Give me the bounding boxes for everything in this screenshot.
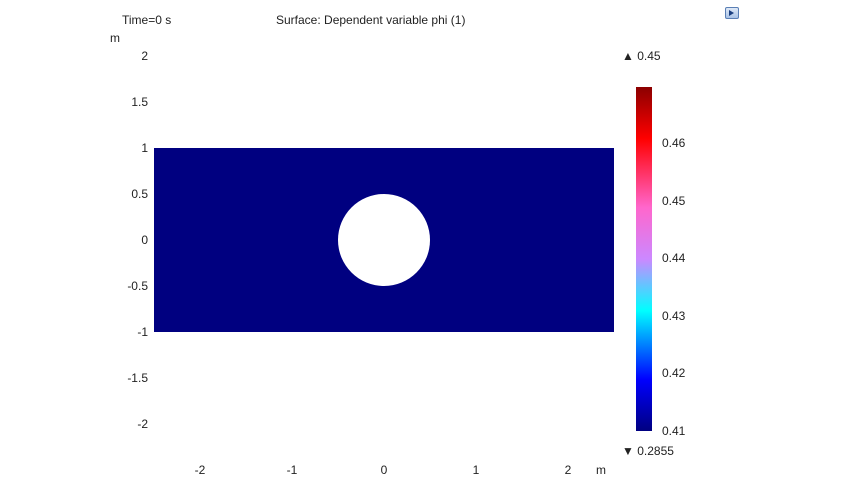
y-tick-label: -2 (137, 417, 148, 431)
y-tick-label: -1.5 (127, 371, 148, 385)
colorbar-tick-label: 0.42 (662, 366, 686, 380)
colorbar-tick-label: 0.43 (662, 308, 686, 323)
colorbar (636, 87, 652, 431)
x-unit-label: m (596, 463, 606, 477)
colorbar-tick-label: 0.45 (662, 193, 686, 208)
y-tick-label: 1 (141, 141, 148, 155)
plot-title: Surface: Dependent variable phi (1) (276, 13, 466, 27)
circular-hole (338, 194, 430, 286)
x-tick-label: -2 (194, 463, 206, 477)
x-tick-label: 2 (564, 463, 572, 477)
y-tick-label: -1 (137, 325, 148, 339)
x-tick-label: 1 (472, 463, 480, 477)
y-tick-label: 0 (141, 233, 148, 247)
x-tick-label: -1 (286, 463, 298, 477)
colorbar-tick-label: 0.44 (662, 251, 686, 265)
y-tick-label: -0.5 (127, 279, 148, 293)
colorbar-min-label: ▼ 0.2855 (622, 444, 674, 458)
colorbar-tick-label: 0.46 (662, 136, 686, 150)
colorbar-max-label: ▲ 0.45 (622, 49, 661, 63)
y-unit-label: m (110, 31, 120, 45)
y-tick-label: 0.5 (131, 187, 148, 201)
x-tick-label: 0 (380, 463, 388, 477)
colorbar-tick-label: 0.41 (662, 423, 686, 438)
y-tick-label: 1.5 (131, 95, 148, 109)
time-label: Time=0 s (122, 13, 172, 27)
y-tick-label: 2 (141, 49, 148, 63)
play-icon[interactable] (725, 7, 739, 19)
